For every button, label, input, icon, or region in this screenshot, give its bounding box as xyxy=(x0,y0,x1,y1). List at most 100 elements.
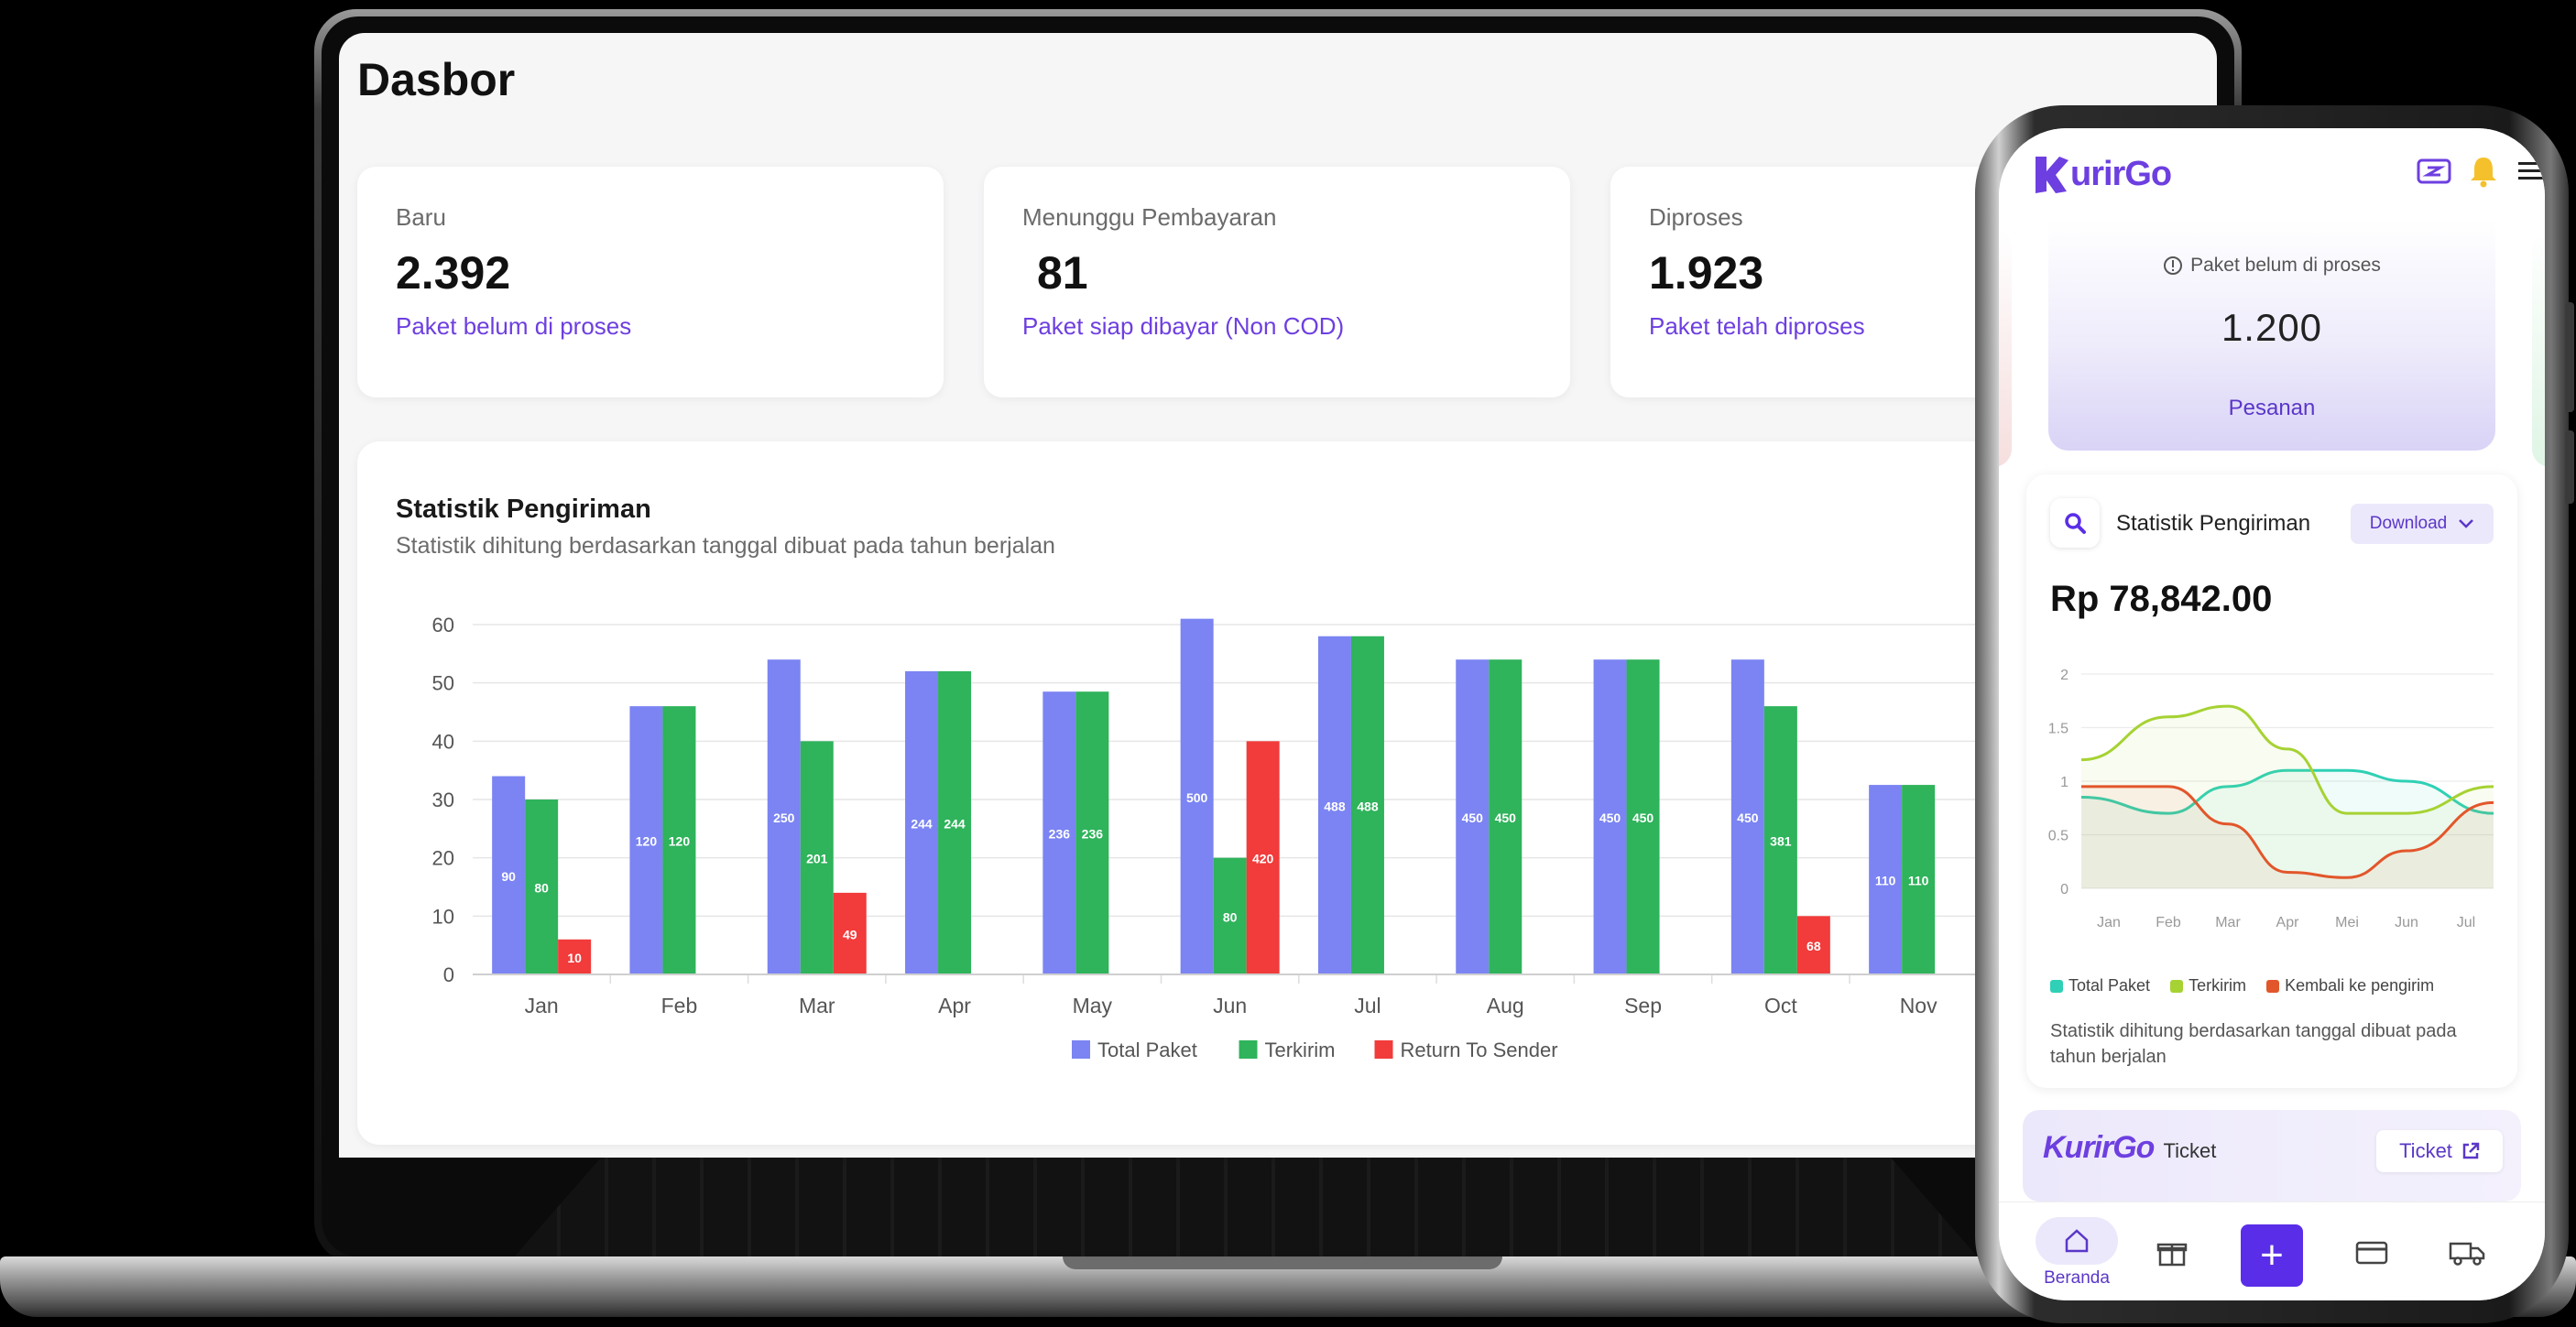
bar xyxy=(1489,659,1523,974)
y-tick-label: 1 xyxy=(2060,775,2068,790)
stat-card-link[interactable]: Paket belum di proses xyxy=(396,312,632,340)
legend-item: Terkirim xyxy=(2170,976,2246,995)
legend-item: Total Paket xyxy=(2050,976,2150,995)
stat-card-label: Diproses xyxy=(1649,203,1743,231)
y-tick-label: 1.5 xyxy=(2048,722,2068,737)
phone-side-button xyxy=(2565,302,2574,412)
bar xyxy=(1042,691,1076,974)
stat-card-baru[interactable]: Baru 2.392 Paket belum di proses xyxy=(357,167,944,397)
x-tick-label: Jan xyxy=(2097,915,2121,930)
bar xyxy=(525,799,559,974)
bar-data-label: 250 xyxy=(773,810,795,825)
package-card[interactable]: Paket belum di proses 1.200 Pesanan xyxy=(2048,220,2495,451)
bar-data-label: 110 xyxy=(1875,874,1896,888)
legend-label: Total Paket xyxy=(1097,1039,1197,1061)
bell-icon[interactable] xyxy=(2462,150,2505,192)
bar-data-label: 68 xyxy=(1806,939,1821,953)
bar xyxy=(833,892,867,974)
y-tick-label: 30 xyxy=(432,789,454,811)
x-tick-label: Mar xyxy=(799,994,835,1017)
laptop-base-notch xyxy=(1063,1256,1502,1269)
bar-data-label: 244 xyxy=(911,816,933,831)
bar xyxy=(662,706,696,974)
kurirgo-logo[interactable]: urirGo xyxy=(2030,148,2172,200)
bar-data-label: 500 xyxy=(1186,790,1208,805)
x-tick-label: May xyxy=(1073,994,1113,1017)
nav-packages[interactable] xyxy=(2131,1212,2213,1294)
x-tick-label: Apr xyxy=(938,994,971,1017)
laptop-keyboard xyxy=(513,1158,1979,1258)
stat-card-link[interactable]: Paket telah diproses xyxy=(1649,312,1865,340)
card-icon xyxy=(2355,1241,2388,1265)
nav-home[interactable]: Beranda xyxy=(2036,1212,2118,1294)
chart-title: Statistik Pengiriman xyxy=(396,495,651,524)
carousel-prev-card xyxy=(1999,229,2012,467)
stat-card-menunggu[interactable]: Menunggu Pembayaran 81 Paket siap dibaya… xyxy=(984,167,1570,397)
bar xyxy=(1902,785,1936,974)
package-value: 1.200 xyxy=(2221,306,2323,349)
bar-data-label: 450 xyxy=(1495,810,1517,825)
add-button[interactable]: + xyxy=(2241,1224,2303,1287)
bar-data-label: 236 xyxy=(1049,827,1071,842)
ticket-icon[interactable] xyxy=(2413,150,2455,192)
chevron-down-icon xyxy=(2459,519,2474,528)
orders-link[interactable]: Pesanan xyxy=(2228,396,2316,420)
bar xyxy=(629,706,663,974)
legend-swatch xyxy=(1239,1040,1258,1059)
bar xyxy=(1796,916,1830,974)
bar-data-label: 120 xyxy=(636,834,658,849)
package-label: Paket belum di proses xyxy=(2190,255,2381,276)
bar-data-label: 450 xyxy=(1599,810,1621,825)
x-tick-label: Jul xyxy=(2457,915,2475,930)
bar xyxy=(938,670,972,974)
y-tick-label: 0.5 xyxy=(2048,829,2068,844)
legend-item: Kembali ke pengirim xyxy=(2266,976,2434,995)
series-area xyxy=(2081,786,2494,888)
bar xyxy=(558,939,592,974)
phone-screen: urirGo Paket belum di proses 1.200 Pesan… xyxy=(1999,128,2545,1300)
legend-swatch xyxy=(1374,1040,1393,1059)
search-button[interactable] xyxy=(2050,498,2100,548)
bar-data-label: 450 xyxy=(1737,810,1759,825)
carousel-next-card xyxy=(2532,229,2545,467)
series-line xyxy=(2081,785,2494,879)
bar xyxy=(767,659,801,974)
bar-data-label: 244 xyxy=(944,816,966,831)
x-tick-label: Mar xyxy=(2215,915,2241,930)
y-tick-label: 50 xyxy=(432,672,454,695)
logo-text: urirGo xyxy=(2070,154,2172,193)
bar-data-label: 201 xyxy=(806,852,828,866)
ticket-button[interactable]: Ticket xyxy=(2376,1130,2503,1172)
line-chart-legend: Total Paket Terkirim Kembali ke pengirim xyxy=(2050,976,2434,995)
bar xyxy=(905,670,939,974)
nav-delivery[interactable] xyxy=(2426,1212,2508,1294)
search-icon xyxy=(2065,513,2086,534)
bar xyxy=(1213,857,1247,974)
y-tick-label: 60 xyxy=(432,614,454,636)
y-tick-label: 2 xyxy=(2060,668,2068,683)
series-line xyxy=(2080,704,2494,815)
phone-side-button xyxy=(2565,430,2574,504)
mobile-stats-card: Statistik Pengiriman Download Rp 78,842.… xyxy=(2026,474,2517,1088)
menu-icon[interactable] xyxy=(2510,150,2545,192)
legend-swatch xyxy=(1072,1040,1090,1059)
x-tick-label: Feb xyxy=(661,994,698,1017)
x-tick-label: Apr xyxy=(2276,915,2300,930)
bar xyxy=(1180,618,1214,974)
bar-data-label: 10 xyxy=(567,951,582,965)
ticket-word: Ticket xyxy=(2163,1139,2217,1162)
legend-label: Terkirim xyxy=(1265,1039,1336,1061)
bar-data-label: 236 xyxy=(1082,827,1104,842)
stat-card-value: 1.923 xyxy=(1649,247,1764,299)
y-tick-label: 0 xyxy=(2060,882,2068,897)
x-tick-label: Jun xyxy=(2395,915,2418,930)
stat-card-link[interactable]: Paket siap dibayar (Non COD) xyxy=(1022,312,1345,340)
nav-payment[interactable] xyxy=(2330,1212,2413,1294)
stats-note: Statistik dihitung berdasarkan tanggal d… xyxy=(2050,1021,2457,1067)
download-dropdown[interactable]: Download xyxy=(2351,504,2494,544)
mobile-stats-title: Statistik Pengiriman xyxy=(2116,511,2311,536)
stat-card-label: Baru xyxy=(396,203,446,231)
bar xyxy=(1456,659,1490,974)
